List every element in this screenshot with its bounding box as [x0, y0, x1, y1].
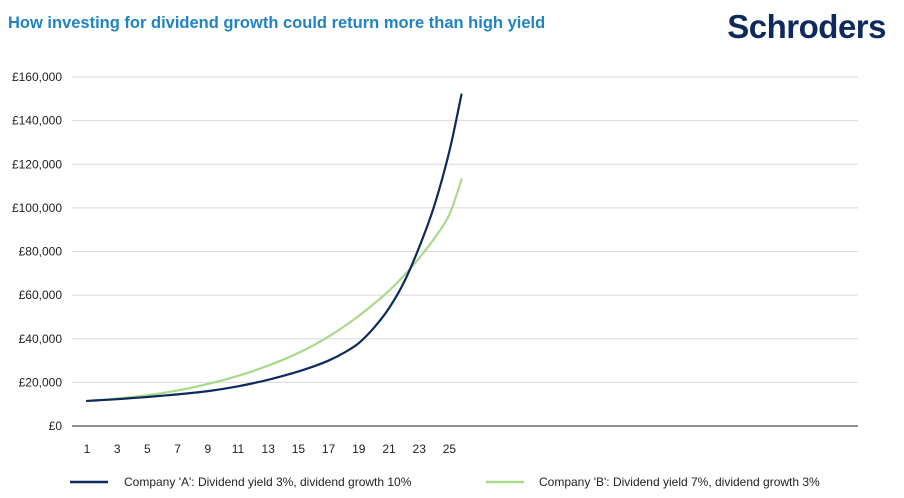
grid-lines: [72, 76, 858, 383]
x-tick-label: 11: [232, 442, 245, 456]
y-tick-label: £140,000: [12, 114, 62, 128]
x-tick-label: 5: [144, 442, 151, 456]
series-line-company-b: [85, 178, 463, 403]
x-tick-label: 15: [292, 442, 306, 456]
x-tick-label: 19: [352, 442, 366, 456]
legend-label-company-a: Company 'A': Dividend yield 3%, dividend…: [124, 475, 412, 489]
x-tick-label: 21: [382, 442, 396, 456]
y-tick-label: £20,000: [19, 375, 63, 389]
y-tick-label: £40,000: [19, 332, 63, 346]
series-line-company-a: [85, 93, 463, 403]
y-axis-tick-labels: £0 £20,000 £40,000 £60,000 £80,000 £100,000 £1…: [12, 70, 62, 433]
legend: Company 'A': Dividend yield 3%, dividend…: [70, 475, 820, 489]
x-axis-tick-labels: 1 3 5 7 9 11 13 15 17 19 21 23 25: [84, 442, 457, 456]
y-tick-label: £60,000: [19, 288, 63, 302]
chart-title: How investing for dividend growth could …: [8, 14, 546, 32]
y-tick-label: £100,000: [12, 201, 62, 215]
y-tick-label: £80,000: [19, 245, 63, 259]
legend-label-company-b: Company 'B': Dividend yield 7%, dividend…: [539, 475, 820, 489]
x-tick-label: 1: [84, 442, 91, 456]
x-tick-label: 17: [322, 442, 336, 456]
y-tick-label: £160,000: [12, 70, 62, 84]
x-tick-label: 25: [443, 442, 457, 456]
schroders-logo: Schroders: [727, 8, 886, 45]
y-tick-label: £120,000: [12, 157, 62, 171]
series-lines: [85, 93, 463, 403]
x-tick-label: 13: [262, 442, 276, 456]
x-tick-label: 9: [204, 442, 211, 456]
x-tick-label: 7: [174, 442, 181, 456]
x-tick-label: 23: [413, 442, 427, 456]
x-tick-label: 3: [114, 442, 121, 456]
y-tick-label: £0: [49, 419, 63, 433]
